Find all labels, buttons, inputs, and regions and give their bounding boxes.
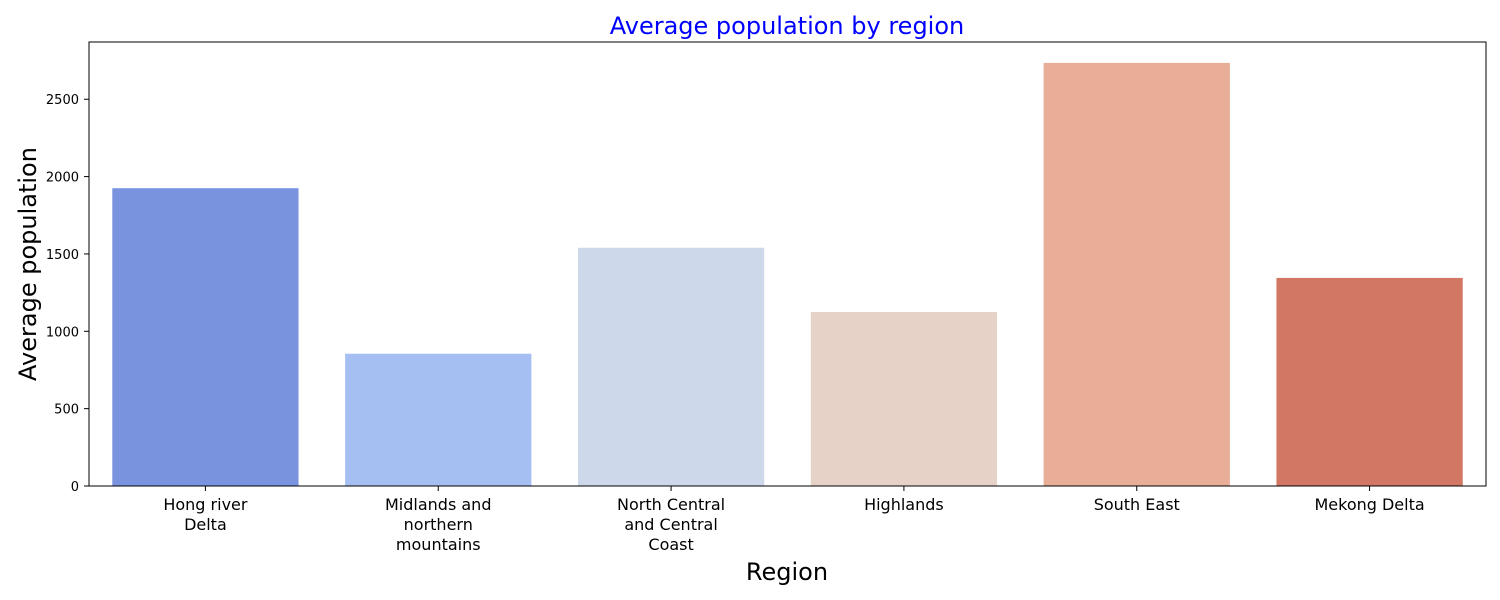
- bar-2: [577, 247, 765, 486]
- y-tick-label-4: 2000: [46, 171, 79, 186]
- y-tick-label-1: 500: [54, 403, 79, 418]
- y-axis-label: Average population: [14, 147, 42, 381]
- y-tick-label-2: 1000: [46, 325, 79, 340]
- plot-area: [112, 62, 1463, 486]
- plot-frame: [88, 41, 1487, 487]
- bar-3: [810, 311, 998, 486]
- x-tick-label-3: Highlands: [864, 495, 944, 514]
- y-tick-label-3: 1500: [46, 248, 79, 263]
- x-tick-label-5: Mekong Delta: [1314, 495, 1424, 514]
- chart-title: Average population by region: [610, 12, 965, 40]
- bar-5: [1276, 277, 1463, 486]
- x-tick-label-4: South East: [1094, 495, 1180, 514]
- x-tick-label-0: Hong river Delta: [163, 495, 248, 534]
- bar-4: [1043, 62, 1230, 486]
- x-axis-label: Region: [746, 558, 828, 586]
- bar-0: [112, 188, 299, 486]
- x-tick-label-1: Midlands and northern mountains: [385, 495, 491, 554]
- x-tick-label-2: North Central and Central Coast: [617, 495, 725, 554]
- y-tick-label-0: 0: [71, 480, 79, 495]
- y-tick-label-5: 2500: [46, 93, 79, 108]
- bar-1: [345, 353, 532, 486]
